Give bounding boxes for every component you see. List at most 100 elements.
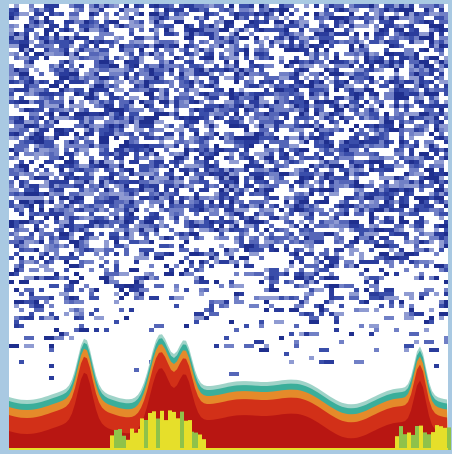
noise-cell [429,288,434,292]
noise-cell [294,80,299,84]
noise-cell [164,124,169,128]
noise-cell [129,308,134,312]
noise-cell [299,248,304,252]
noise-cell [54,220,59,224]
noise-cell [239,192,244,196]
noise-cell [404,232,409,236]
noise-cell [29,16,34,20]
noise-cell [344,88,349,92]
noise-cell [104,156,109,160]
noise-cell [319,144,324,148]
noise-cell [334,212,339,216]
noise-cell [189,208,199,212]
noise-cell [144,232,149,236]
noise-cell [344,28,349,32]
noise-cell [379,276,384,280]
noise-cell [249,80,254,84]
noise-cell [429,104,434,108]
noise-cell [344,8,349,12]
noise-cell [164,188,169,192]
noise-cell [94,84,104,88]
noise-cell [379,68,384,72]
noise-cell [294,88,299,92]
noise-cell [29,112,39,116]
noise-cell [89,296,94,300]
noise-cell [109,220,114,224]
noise-cell [339,116,344,120]
noise-cell [214,228,219,232]
noise-cell [394,96,404,100]
noise-cell [194,100,199,104]
noise-cell [399,204,409,208]
noise-cell [304,280,309,284]
noise-cell [374,196,384,200]
band-patch [443,427,447,450]
noise-cell [244,52,249,56]
noise-cell [254,216,259,220]
noise-cell [294,128,304,132]
band-patch [407,432,411,450]
noise-cell [189,168,194,172]
noise-cell [104,184,109,188]
noise-cell [44,252,49,256]
noise-cell [274,88,284,92]
noise-cell [74,308,79,312]
noise-cell [89,220,94,224]
noise-cell [249,200,259,204]
noise-cell [84,140,89,144]
noise-cell [299,92,304,96]
noise-cell [194,276,199,280]
noise-cell [114,132,119,136]
noise-cell [429,112,434,116]
noise-cell [344,184,349,188]
noise-cell [49,312,54,316]
noise-cell [184,272,194,276]
noise-cell [414,40,419,44]
noise-cell [304,100,309,104]
noise-cell [294,72,299,76]
noise-cell [334,124,339,128]
noise-cell [194,168,199,172]
noise-cell [219,188,224,192]
noise-cell [304,300,309,304]
noise-cell [124,216,129,220]
noise-cell [354,296,359,300]
noise-cell [284,352,289,356]
noise-cell [89,312,94,316]
noise-cell [439,112,444,116]
noise-cell [284,272,289,276]
noise-cell [399,104,404,108]
noise-cell [54,104,59,108]
noise-cell [349,168,354,172]
noise-cell [149,20,154,24]
noise-cell [34,168,39,172]
noise-cell [64,48,69,52]
noise-cell [14,52,19,56]
noise-cell [9,96,14,100]
noise-cell [134,292,139,296]
noise-cell [359,144,364,148]
noise-cell [389,88,394,92]
noise-cell [249,172,254,176]
noise-cell [319,64,329,68]
noise-cell [174,96,179,100]
noise-cell [39,124,44,128]
noise-cell [324,164,329,168]
noise-cell [229,20,234,24]
noise-cell [154,116,159,120]
noise-cell [89,112,94,116]
noise-cell [284,48,289,52]
noise-cell [34,152,44,156]
noise-cell [214,76,219,80]
noise-cell [9,220,14,224]
noise-cell [429,348,439,352]
noise-cell [304,168,309,172]
noise-cell [104,104,109,108]
noise-cell [239,240,244,244]
noise-cell [429,96,434,100]
noise-cell [44,36,49,40]
noise-cell [264,200,269,204]
noise-cell [294,168,299,172]
noise-cell [349,84,354,88]
noise-cell [269,124,274,128]
